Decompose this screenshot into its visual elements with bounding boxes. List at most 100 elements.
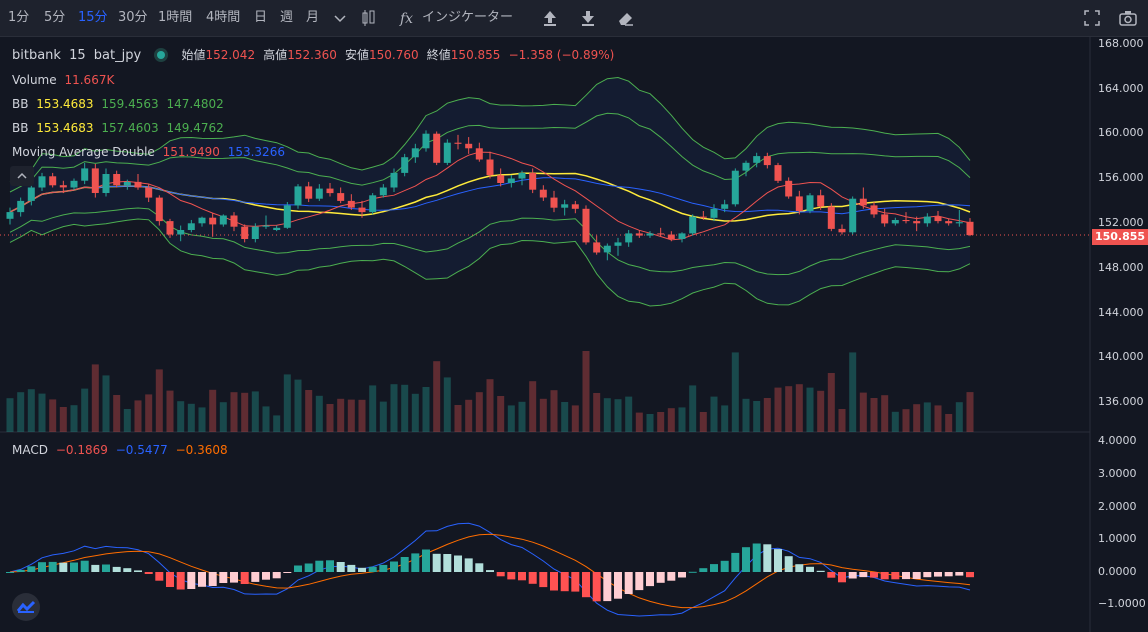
macd-histogram-bar [38, 562, 46, 572]
volume-bar [913, 404, 921, 432]
candle-body [603, 245, 611, 253]
candle-body [518, 172, 526, 179]
camera-icon[interactable] [1118, 8, 1138, 28]
upload-icon[interactable] [540, 8, 560, 28]
macd-pane [6, 522, 974, 617]
interval-label: 15 [69, 48, 86, 63]
bollinger-bands [9, 76, 971, 307]
bb1-upper: 159.4563 [101, 97, 159, 111]
interval-1m[interactable]: 1分 [8, 10, 30, 25]
open-value: 152.042 [205, 48, 256, 62]
interval-15m[interactable]: 15分 [78, 10, 108, 25]
volume-bar [838, 409, 846, 432]
macd-histogram-bar [859, 572, 868, 578]
macd-histogram-bar [731, 552, 740, 572]
indicators-button[interactable]: インジケーター [422, 10, 514, 25]
svg-text:fx: fx [399, 11, 413, 27]
macd-histogram-bar [464, 558, 473, 572]
eraser-icon[interactable] [616, 8, 636, 28]
volume-bar [753, 401, 761, 432]
interval-5m[interactable]: 5分 [44, 10, 66, 25]
volume-bar [934, 405, 942, 432]
candle-body [859, 198, 867, 206]
interval-4h[interactable]: 4時間 [206, 10, 241, 25]
macd-histogram-bar [848, 572, 857, 579]
macd-histogram-bar [240, 572, 249, 584]
indicator-fx-icon[interactable]: fx [398, 8, 418, 28]
candle-body [379, 187, 387, 196]
volume-bar [625, 396, 633, 432]
volume-bar [699, 412, 707, 432]
candle-body [123, 181, 131, 186]
price-tick: 148.000 [1098, 261, 1144, 274]
macd-histogram-bar [230, 572, 238, 583]
candle-body [241, 226, 249, 239]
volume-bar [422, 387, 430, 432]
volume-bar [774, 387, 782, 432]
candles [6, 130, 974, 261]
interval-1d[interactable]: 日 [254, 10, 268, 25]
chevron-down-icon[interactable] [330, 8, 350, 28]
volume-bar [187, 403, 195, 432]
macd-histogram-bar [635, 572, 644, 591]
candle-body [593, 242, 601, 253]
price-tick: 160.000 [1098, 126, 1144, 139]
candle-body [187, 223, 195, 230]
volume-bar [347, 399, 355, 432]
bb2-legend: BB 153.4683 157.4603 149.4762 [12, 120, 228, 136]
candle-body [454, 142, 462, 144]
interval-30m[interactable]: 30分 [118, 10, 148, 25]
interval-1h[interactable]: 1時間 [158, 10, 193, 25]
macd-histogram-bar [667, 572, 676, 581]
volume-bar [646, 414, 654, 432]
price-tick: 140.000 [1098, 350, 1144, 363]
candle-body [283, 205, 291, 228]
fullscreen-icon[interactable] [1082, 8, 1102, 28]
volume-bar [49, 399, 57, 432]
macd-histogram-bar [934, 572, 942, 577]
candle-body [934, 216, 942, 222]
volume-bar [742, 398, 750, 432]
interval-1w[interactable]: 週 [280, 10, 294, 25]
macd-histogram-bar [496, 572, 505, 577]
macd-histogram-bar [678, 572, 686, 578]
ma-legend: Moving Average Double 151.9490 153.3266 [12, 144, 289, 160]
volume-bar [209, 389, 217, 432]
volume-bar [550, 390, 558, 432]
collapse-legend-button[interactable] [10, 166, 34, 186]
volume-bar [166, 390, 174, 432]
macd-histogram-bar [208, 572, 217, 586]
macd-histogram-bar [870, 572, 878, 578]
volume-bar [763, 398, 771, 432]
chart-area[interactable] [0, 37, 1148, 632]
candle-body [689, 216, 697, 234]
macd-histogram-bar [752, 543, 761, 572]
volume-bar [817, 390, 825, 432]
download-icon[interactable] [578, 8, 598, 28]
candle-body [891, 220, 899, 224]
volume-bar [379, 401, 387, 432]
macd-histogram-bar [923, 572, 932, 578]
volume-bar [518, 401, 526, 432]
candle-body [571, 204, 579, 209]
symbol-name: bat_jpy [93, 48, 142, 63]
volume-bar [230, 392, 238, 432]
macd-line-value: −0.5477 [115, 443, 168, 457]
macd-histogram-bar [48, 561, 57, 572]
volume-bar [70, 405, 78, 432]
candlestick-icon[interactable] [358, 8, 378, 28]
candle-body [17, 200, 25, 213]
volume-bar [731, 352, 739, 432]
candle-body [27, 187, 35, 201]
bb-upper-3sd [9, 76, 971, 183]
macd-histogram-bar [315, 560, 324, 572]
macd-histogram-bar [475, 563, 484, 572]
candle-body [347, 200, 355, 208]
candle-body [443, 142, 451, 163]
interval-1mo[interactable]: 月 [306, 10, 320, 25]
bb2-mid: 153.4683 [36, 121, 94, 135]
candle-body [582, 208, 590, 243]
volume-bar [177, 401, 185, 432]
tradingview-logo-button[interactable] [12, 593, 40, 621]
candle-body [913, 221, 921, 224]
